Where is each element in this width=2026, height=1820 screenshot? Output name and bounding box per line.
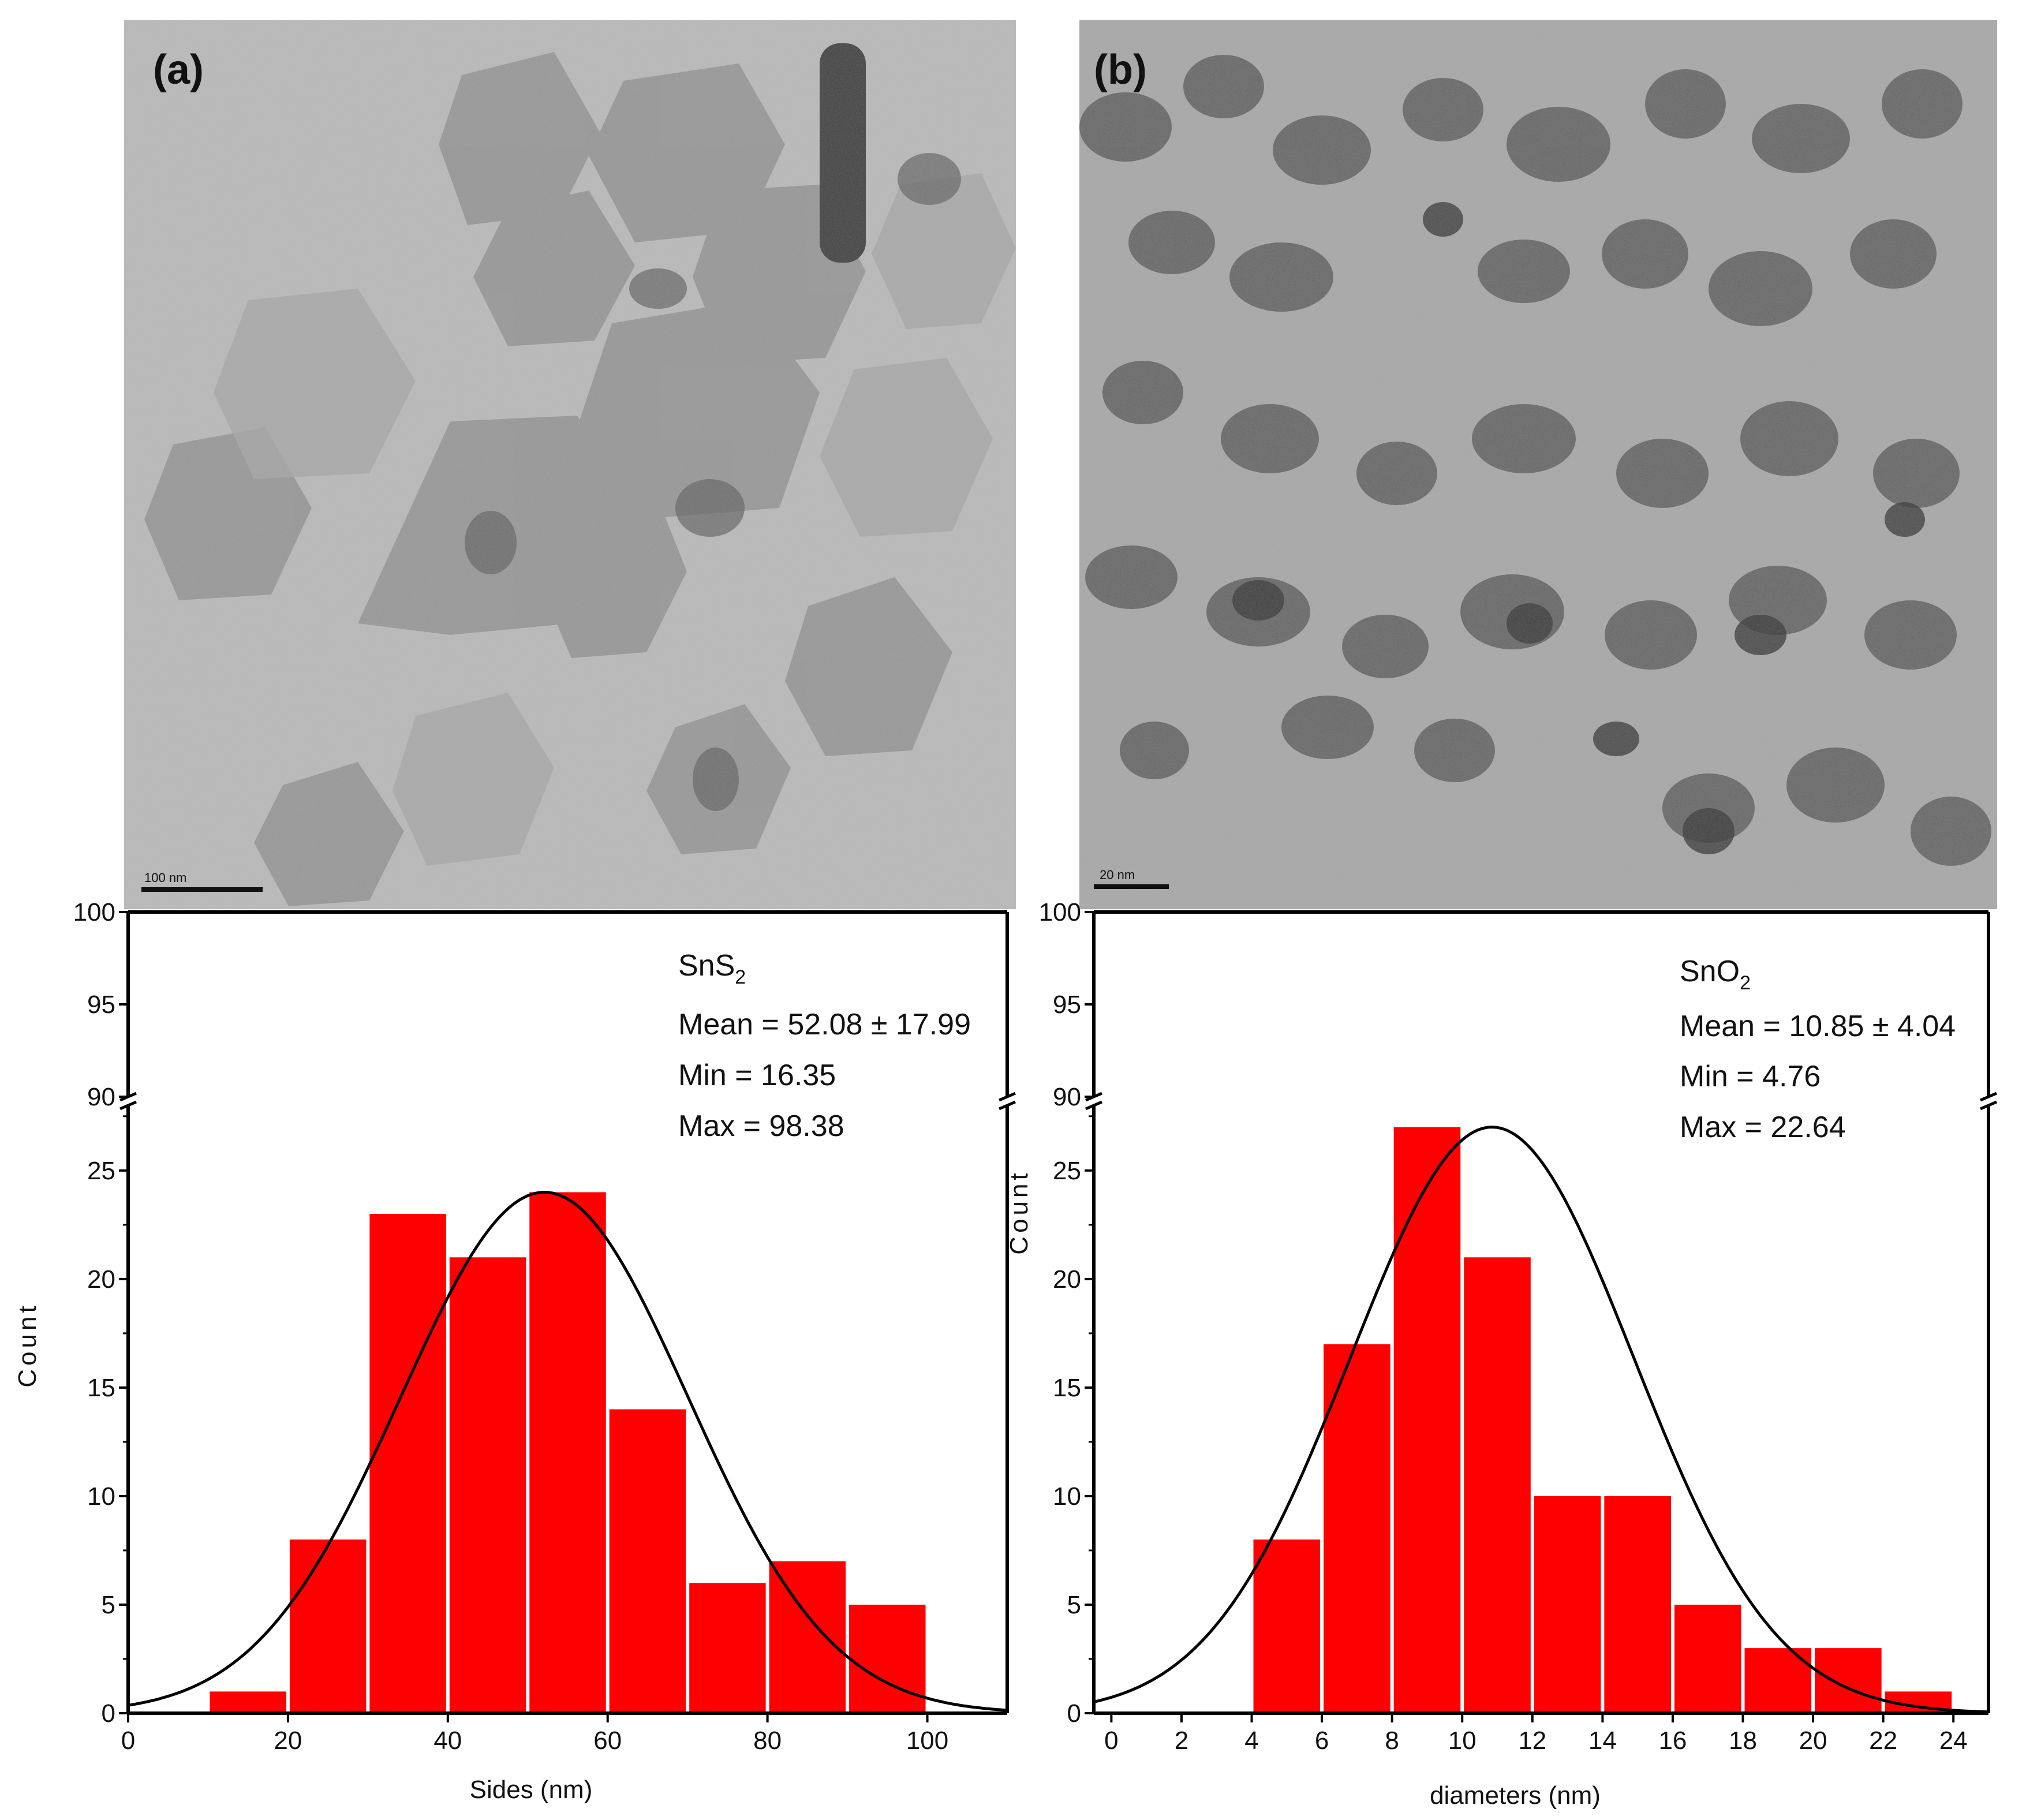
histogram-bar: [289, 1539, 367, 1713]
x-axis-title: Sides (nm): [470, 1776, 593, 1804]
panel-label-b: (b): [1094, 47, 1147, 93]
histogram-bar: [1464, 1257, 1531, 1713]
histogram-bar: [689, 1583, 766, 1713]
histogram-bar: [1815, 1648, 1882, 1713]
y-tick-label: 5: [1067, 1591, 1081, 1619]
axes-frame: [119, 910, 1016, 1715]
material-name: SnS: [678, 949, 735, 982]
axes-frame: [1085, 910, 1997, 1715]
y-tick-label: 25: [87, 1157, 115, 1185]
y-tick-label: 20: [1053, 1265, 1081, 1294]
histogram-bar: [1534, 1496, 1601, 1713]
x-tick-label: 4: [1244, 1726, 1258, 1755]
x-tick-label: 12: [1518, 1726, 1546, 1755]
x-tick-label: 20: [274, 1726, 302, 1755]
scale-bar-label-a: 100 nm: [144, 870, 186, 885]
x-tick-label: 0: [121, 1726, 135, 1755]
x-tick-label: 10: [1448, 1726, 1476, 1755]
histogram-bar: [609, 1409, 686, 1713]
x-tick-label: 8: [1385, 1726, 1399, 1755]
svg-text:SnS2: SnS2: [678, 949, 746, 988]
x-axis-title: diameters (nm): [1430, 1781, 1601, 1810]
x-tick-label: 80: [753, 1726, 782, 1755]
histogram-bar: [210, 1691, 286, 1713]
tick-marks: [1085, 911, 1955, 1722]
histogram-bar: [449, 1257, 526, 1713]
histogram-bar: [1324, 1344, 1390, 1713]
scale-bar-b: [1094, 884, 1169, 889]
x-tick-label: 20: [1799, 1726, 1827, 1755]
y-axis-title: Count: [13, 1302, 42, 1387]
axis-break-mark: [999, 1100, 1016, 1111]
x-tick-label: 0: [1104, 1726, 1118, 1755]
scale-bar-label-b: 20 nm: [1100, 868, 1135, 882]
max-text: Max = 22.64: [1680, 1111, 1846, 1144]
gaussian-fit-curve: [128, 1191, 1008, 1712]
x-tick-label: 100: [906, 1726, 948, 1755]
tick-marks: [119, 911, 929, 1722]
y-tick-label: 0: [102, 1699, 115, 1728]
material-subscript: 2: [735, 966, 746, 988]
min-text: Min = 16.35: [678, 1059, 836, 1092]
axis-break-mark: [999, 1092, 1016, 1102]
mean-text: Mean = 52.08 ± 17.99: [678, 1008, 971, 1041]
stats-annotation: SnS2 Mean = 52.08 ± 17.99 Min = 16.35 Ma…: [678, 949, 971, 1143]
tick-labels: 0 20 40 60 80 100 0 5 10 15 20 25 90 95 100: [73, 898, 949, 1755]
x-tick-label: 22: [1869, 1726, 1897, 1755]
axis-break-mark: [119, 1100, 137, 1111]
scale-bar-a: [141, 887, 263, 892]
material-name: SnO: [1680, 955, 1740, 988]
tem-image-b: (b) 20 nm: [1079, 20, 1997, 909]
y-tick-label: 20: [87, 1265, 115, 1294]
axis-break-mark: [1085, 1100, 1102, 1111]
axis-break-mark: [1980, 1100, 1997, 1111]
histogram-bar: [369, 1214, 446, 1713]
stats-annotation: SnO2 Mean = 10.85 ± 4.04 Min = 4.76 Max …: [1680, 955, 1956, 1144]
y-tick-label: 100: [1039, 898, 1081, 926]
y-tick-label: 15: [1053, 1374, 1081, 1402]
histogram-bar: [769, 1561, 846, 1713]
x-tick-label: 16: [1658, 1726, 1687, 1755]
max-text: Max = 98.38: [678, 1109, 844, 1143]
y-tick-label: 0: [1067, 1699, 1081, 1728]
axis-break-mark: [1980, 1092, 1997, 1102]
x-tick-label: 6: [1315, 1726, 1329, 1755]
y-tick-label: 25: [1053, 1157, 1081, 1185]
panel-label-a: (a): [153, 47, 204, 93]
x-tick-label: 2: [1175, 1726, 1188, 1755]
svg-text:SnO2: SnO2: [1680, 955, 1751, 994]
x-tick-label: 14: [1588, 1726, 1617, 1755]
y-tick-label: 90: [87, 1083, 115, 1111]
y-tick-label: 15: [87, 1374, 115, 1402]
x-tick-label: 24: [1939, 1726, 1968, 1755]
min-text: Min = 4.76: [1680, 1060, 1821, 1093]
y-tick-label: 10: [1053, 1482, 1081, 1511]
y-tick-label: 5: [102, 1591, 115, 1619]
histogram-bars: [210, 1192, 926, 1713]
histogram-bar: [529, 1192, 606, 1713]
gaussian-fit-curve: [1093, 1126, 1989, 1714]
y-tick-label: 10: [87, 1482, 115, 1511]
y-tick-label: 95: [1053, 991, 1081, 1019]
histogram-bar: [1393, 1127, 1461, 1713]
tem-image-a: (a) 100 nm: [124, 20, 1016, 909]
x-tick-label: 18: [1729, 1726, 1757, 1755]
y-tick-label: 95: [87, 991, 115, 1019]
histogram-bar: [1253, 1539, 1321, 1713]
histogram-sns2: 0 20 40 60 80 100 0 5 10 15 20 25 90 95 100 Sides (nm)…: [13, 898, 1016, 1804]
y-tick-label: 100: [73, 898, 115, 926]
material-subscript: 2: [1740, 972, 1751, 994]
x-tick-label: 40: [433, 1726, 462, 1755]
x-tick-label: 60: [593, 1726, 622, 1755]
histogram-bar: [1674, 1604, 1741, 1713]
y-tick-label: 90: [1053, 1083, 1081, 1111]
histogram-bar: [849, 1604, 926, 1713]
y-axis-title: Count: [1005, 1169, 1033, 1254]
mean-text: Mean = 10.85 ± 4.04: [1680, 1010, 1956, 1043]
histogram-bars: [1253, 1127, 1952, 1713]
histogram-bar: [1604, 1496, 1671, 1713]
